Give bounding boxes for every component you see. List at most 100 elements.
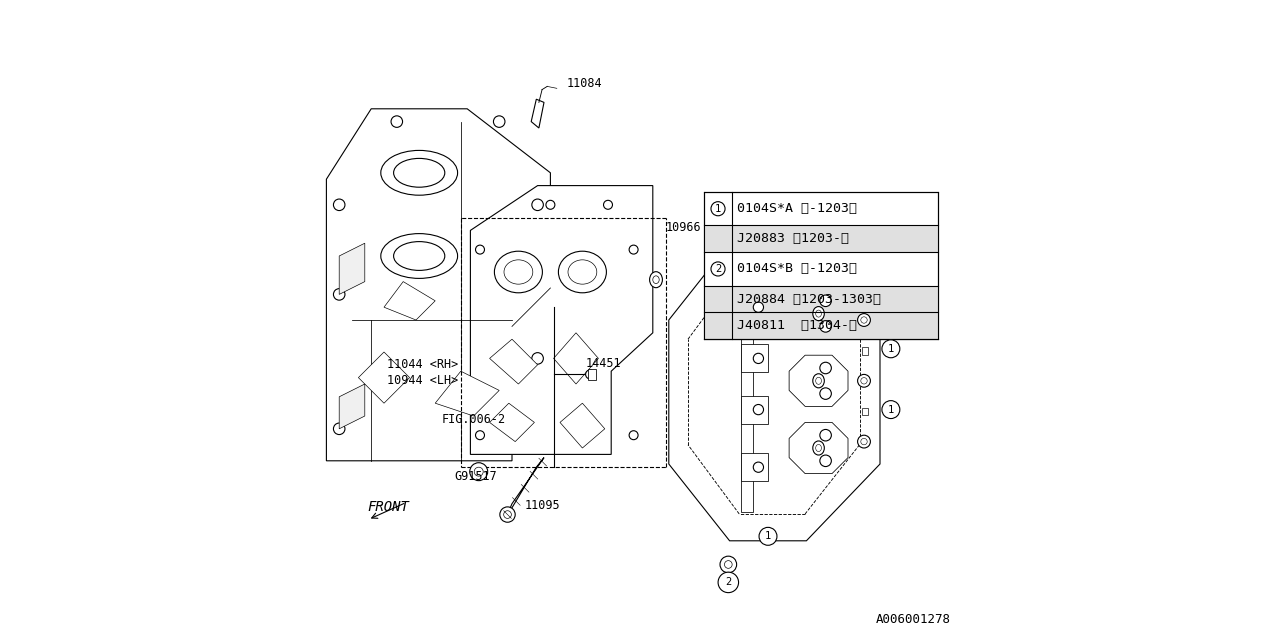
Circle shape (754, 353, 764, 364)
Circle shape (820, 455, 832, 467)
Circle shape (476, 431, 485, 440)
Text: J20884 〈1203-1303）: J20884 〈1203-1303） (737, 292, 881, 305)
Circle shape (504, 511, 511, 518)
Ellipse shape (504, 260, 532, 284)
Polygon shape (863, 408, 869, 415)
Ellipse shape (815, 444, 822, 452)
Circle shape (820, 388, 832, 399)
Ellipse shape (381, 234, 458, 278)
Circle shape (860, 378, 868, 384)
Circle shape (719, 556, 737, 573)
Circle shape (882, 340, 900, 358)
Text: 1: 1 (888, 344, 893, 354)
Ellipse shape (653, 276, 659, 284)
Circle shape (860, 438, 868, 445)
Ellipse shape (650, 272, 663, 288)
Polygon shape (741, 453, 768, 481)
Text: 1: 1 (716, 204, 721, 214)
Text: G91517: G91517 (454, 470, 497, 483)
Text: 11084: 11084 (566, 77, 602, 90)
Text: 1: 1 (765, 531, 771, 541)
Polygon shape (490, 403, 535, 442)
Polygon shape (863, 347, 869, 355)
Text: 13115*A <RH>: 13115*A <RH> (792, 285, 878, 298)
Circle shape (820, 295, 832, 307)
Polygon shape (554, 333, 599, 384)
Ellipse shape (568, 260, 596, 284)
Circle shape (754, 302, 764, 312)
Polygon shape (588, 369, 596, 380)
Ellipse shape (494, 252, 543, 293)
Circle shape (333, 289, 346, 300)
Ellipse shape (381, 150, 458, 195)
Circle shape (470, 463, 488, 481)
Circle shape (532, 199, 544, 211)
Polygon shape (326, 109, 550, 461)
Polygon shape (435, 371, 499, 416)
Text: 0104S*B （-1203）: 0104S*B （-1203） (737, 262, 858, 275)
Polygon shape (531, 99, 544, 128)
Polygon shape (741, 293, 768, 321)
Circle shape (333, 423, 346, 435)
Ellipse shape (393, 159, 445, 187)
Polygon shape (506, 458, 544, 518)
Circle shape (858, 435, 870, 448)
Polygon shape (788, 288, 849, 339)
Polygon shape (384, 282, 435, 320)
Circle shape (499, 507, 515, 522)
Polygon shape (788, 355, 849, 406)
Text: J40811  〈1304-）: J40811 〈1304-） (737, 319, 858, 332)
Circle shape (820, 321, 832, 332)
Polygon shape (741, 274, 753, 512)
Polygon shape (668, 243, 881, 541)
Circle shape (882, 401, 900, 419)
Text: 11095: 11095 (525, 499, 561, 512)
Ellipse shape (393, 242, 445, 270)
FancyBboxPatch shape (704, 225, 937, 252)
Ellipse shape (815, 310, 822, 317)
Polygon shape (788, 422, 849, 474)
Circle shape (585, 370, 594, 379)
Circle shape (724, 561, 732, 568)
FancyBboxPatch shape (704, 312, 937, 339)
Ellipse shape (558, 252, 607, 293)
FancyBboxPatch shape (704, 192, 937, 339)
Circle shape (532, 353, 544, 364)
Circle shape (858, 374, 870, 387)
Polygon shape (339, 243, 365, 294)
Circle shape (628, 245, 639, 254)
Circle shape (820, 362, 832, 374)
Circle shape (476, 245, 485, 254)
Text: J20883 〈1203-）: J20883 〈1203-） (737, 232, 849, 245)
Polygon shape (741, 344, 768, 372)
Text: 10944 <LH>: 10944 <LH> (387, 374, 458, 387)
Circle shape (860, 317, 868, 323)
Circle shape (710, 202, 724, 216)
Text: A006001278: A006001278 (876, 613, 950, 626)
Text: 2: 2 (726, 577, 731, 588)
Text: 11044 <RH>: 11044 <RH> (387, 358, 458, 371)
Text: 2: 2 (716, 264, 721, 274)
Polygon shape (339, 384, 365, 429)
Circle shape (718, 572, 739, 593)
Circle shape (604, 200, 613, 209)
Ellipse shape (813, 307, 824, 321)
Circle shape (628, 431, 639, 440)
FancyBboxPatch shape (704, 285, 937, 312)
Polygon shape (490, 339, 538, 384)
Text: 1: 1 (888, 404, 893, 415)
Polygon shape (741, 396, 768, 424)
Circle shape (710, 262, 724, 276)
Circle shape (392, 116, 402, 127)
Polygon shape (358, 352, 410, 403)
Text: FRONT: FRONT (367, 500, 410, 514)
Text: FIG.006-2: FIG.006-2 (442, 413, 506, 426)
Ellipse shape (815, 378, 822, 384)
Circle shape (494, 116, 506, 127)
Circle shape (545, 200, 556, 209)
Circle shape (754, 462, 764, 472)
Circle shape (475, 467, 484, 476)
Text: 10966: 10966 (666, 221, 701, 234)
Circle shape (754, 404, 764, 415)
Circle shape (759, 527, 777, 545)
